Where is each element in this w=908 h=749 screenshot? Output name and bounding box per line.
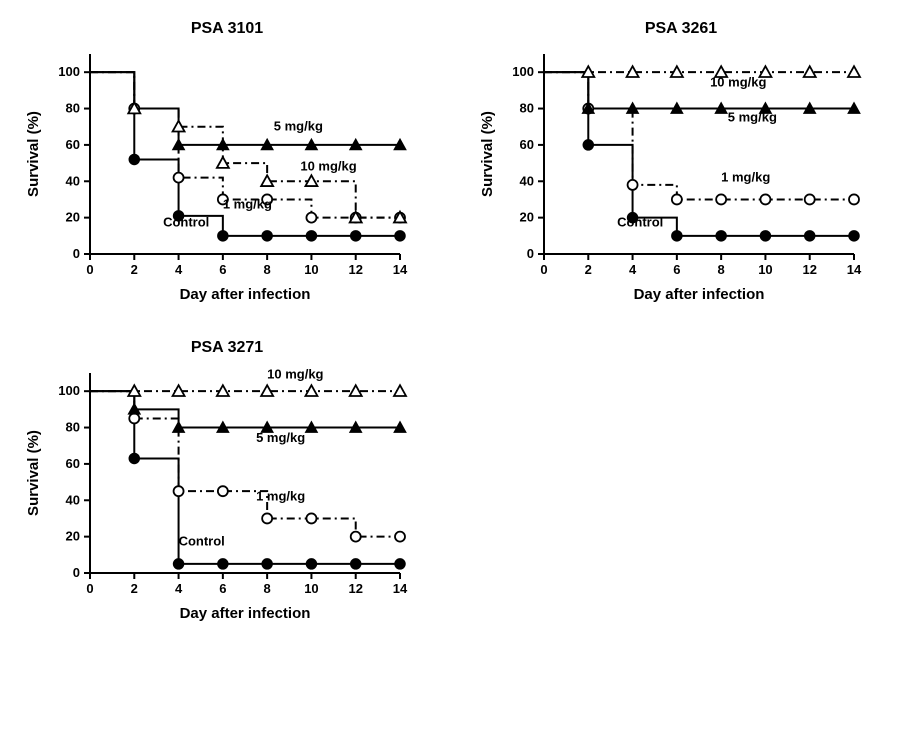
- chart-grid: PSA 3101 02468101214020406080100Day afte…: [20, 20, 888, 628]
- svg-text:2: 2: [131, 262, 138, 277]
- svg-text:6: 6: [219, 581, 226, 596]
- svg-text:0: 0: [86, 581, 93, 596]
- svg-text:60: 60: [520, 137, 534, 152]
- svg-text:Day after infection: Day after infection: [180, 605, 311, 622]
- chart-svg: 0 2 4 6 8 10 12 14 0 20 40 60 80 100 Day after infecti…: [474, 44, 864, 309]
- svg-text:40: 40: [66, 173, 80, 188]
- svg-text:40: 40: [520, 173, 534, 188]
- svg-text:10: 10: [304, 262, 318, 277]
- svg-text:5 mg/kg: 5 mg/kg: [274, 118, 323, 133]
- svg-text:10: 10: [758, 262, 772, 277]
- svg-text:5 mg/kg: 5 mg/kg: [256, 430, 305, 445]
- svg-text:100: 100: [512, 64, 534, 79]
- svg-text:1 mg/kg: 1 mg/kg: [256, 488, 305, 503]
- svg-text:100: 100: [58, 64, 80, 79]
- svg-text:Survival (%): Survival (%): [479, 111, 496, 197]
- panel-psa3271: PSA 3271 0 2 4 6 8 10 12 14 0 20 40 60 80 100 Day afte…: [20, 339, 434, 628]
- svg-text:12: 12: [348, 581, 362, 596]
- svg-text:0: 0: [73, 565, 80, 580]
- svg-text:Day after infection: Day after infection: [180, 286, 311, 303]
- svg-text:Survival (%): Survival (%): [25, 111, 42, 197]
- svg-text:4: 4: [175, 262, 183, 277]
- svg-text:6: 6: [673, 262, 680, 277]
- svg-text:10 mg/kg: 10 mg/kg: [300, 158, 356, 173]
- svg-text:60: 60: [66, 137, 80, 152]
- svg-text:1 mg/kg: 1 mg/kg: [223, 197, 272, 212]
- svg-text:80: 80: [66, 101, 80, 116]
- svg-text:40: 40: [66, 492, 80, 507]
- svg-text:80: 80: [520, 101, 534, 116]
- chart-svg: 0 2 4 6 8 10 12 14 0 20 40 60 80 100 Day after infecti…: [20, 44, 410, 309]
- svg-text:14: 14: [393, 262, 408, 277]
- svg-text:4: 4: [175, 581, 183, 596]
- svg-text:60: 60: [66, 456, 80, 471]
- svg-text:14: 14: [393, 581, 408, 596]
- svg-text:8: 8: [264, 262, 271, 277]
- svg-text:14: 14: [847, 262, 862, 277]
- chart-title: PSA 3271: [20, 339, 434, 357]
- svg-text:5 mg/kg: 5 mg/kg: [728, 109, 777, 124]
- svg-text:0: 0: [73, 246, 80, 261]
- svg-text:2: 2: [131, 581, 138, 596]
- svg-text:20: 20: [520, 210, 534, 225]
- panel-psa3101: PSA 3101 0 2 4 6 8 10 12 14 0 20 40 60 80 100 Day afte…: [20, 20, 434, 309]
- chart-svg: 0 2 4 6 8 10 12 14 0 20 40 60 80 100 Day after infecti…: [20, 363, 410, 628]
- svg-text:Control: Control: [179, 534, 225, 549]
- svg-text:Survival (%): Survival (%): [25, 430, 42, 516]
- chart-title: PSA 3261: [474, 20, 888, 38]
- chart-title: PSA 3101: [20, 20, 434, 38]
- svg-text:10 mg/kg: 10 mg/kg: [267, 366, 323, 381]
- svg-text:Control: Control: [163, 215, 209, 230]
- svg-text:12: 12: [802, 262, 816, 277]
- svg-text:2: 2: [585, 262, 592, 277]
- svg-text:10 mg/kg: 10 mg/kg: [710, 75, 766, 90]
- svg-text:20: 20: [66, 210, 80, 225]
- svg-text:0: 0: [527, 246, 534, 261]
- svg-text:0: 0: [86, 262, 93, 277]
- svg-text:10: 10: [304, 581, 318, 596]
- panel-psa3261: PSA 3261 0 2 4 6 8 10 12 14 0 20 40 60 80 100 Day afte…: [474, 20, 888, 309]
- svg-text:Day after infection: Day after infection: [634, 286, 765, 303]
- svg-text:Control: Control: [617, 215, 663, 230]
- svg-text:12: 12: [348, 262, 362, 277]
- svg-text:100: 100: [58, 383, 80, 398]
- svg-text:6: 6: [219, 262, 226, 277]
- svg-text:0: 0: [540, 262, 547, 277]
- svg-text:8: 8: [718, 262, 725, 277]
- svg-text:4: 4: [629, 262, 637, 277]
- svg-text:8: 8: [264, 581, 271, 596]
- svg-text:80: 80: [66, 420, 80, 435]
- svg-text:20: 20: [66, 529, 80, 544]
- svg-text:1 mg/kg: 1 mg/kg: [721, 169, 770, 184]
